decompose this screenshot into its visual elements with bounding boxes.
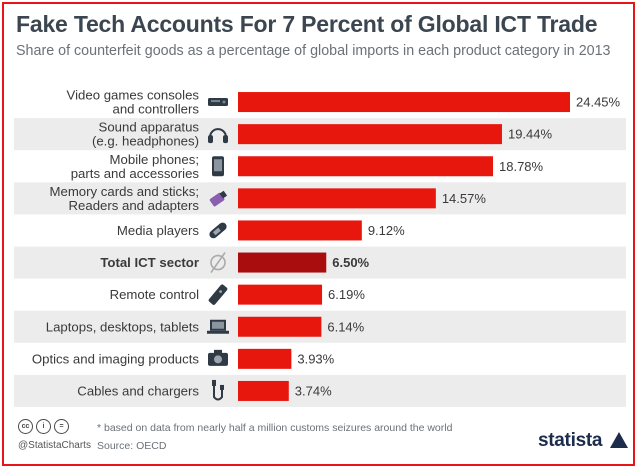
- row-stripe: [14, 374, 626, 407]
- chart-subtitle: Share of counterfeit goods as a percenta…: [16, 43, 611, 59]
- statista-logo-mark: [610, 432, 628, 448]
- bar: [238, 316, 322, 337]
- bar: [238, 284, 323, 305]
- category-label: Memory cards and sticks; Readers and adap…: [50, 184, 200, 213]
- value-label: 18.78%: [499, 159, 544, 174]
- creative-commons-icon: cc: [18, 419, 33, 434]
- bar-chart: Video games consoles and controllers 24.45…: [14, 88, 626, 407]
- category-label: Video games consoles and controllers: [67, 88, 200, 117]
- category-label: Total ICT sector: [100, 255, 199, 270]
- phone-icon: [212, 156, 224, 177]
- chart-title: Fake Tech Accounts For 7 Percent of Glob…: [16, 11, 598, 37]
- laptop-icon: [207, 319, 229, 334]
- license-icons: cc i =: [18, 419, 69, 434]
- value-label: 9.12%: [368, 223, 405, 238]
- bar: [238, 156, 494, 177]
- bar: [238, 188, 436, 209]
- no-derivatives-icon: =: [54, 419, 69, 434]
- value-label: 6.19%: [328, 287, 365, 302]
- value-label: 3.74%: [295, 383, 332, 398]
- media-player-icon: [209, 222, 227, 239]
- console-icon: [208, 98, 228, 107]
- bar: [238, 124, 502, 145]
- category-label: Cables and chargers: [77, 383, 199, 398]
- category-label: Optics and imaging products: [32, 351, 200, 366]
- bar: [238, 92, 570, 113]
- empty-set-icon: [210, 252, 226, 274]
- memory-stick-icon: [209, 190, 228, 207]
- value-label: 14.57%: [442, 191, 487, 206]
- value-label: 6.50%: [332, 255, 369, 270]
- bar: [238, 380, 289, 401]
- category-label: Mobile phones; parts and accessories: [71, 152, 200, 181]
- footnote: * based on data from nearly half a milli…: [97, 422, 453, 434]
- value-label: 6.14%: [327, 319, 364, 334]
- bar: [238, 252, 327, 273]
- value-label: 3.93%: [297, 351, 334, 366]
- remote-icon: [208, 284, 228, 305]
- twitter-handle: @StatistaCharts: [18, 440, 91, 451]
- bar: [238, 220, 362, 241]
- value-label: 19.44%: [508, 127, 553, 142]
- cable-icon: [212, 379, 224, 401]
- attribution-icon: i: [36, 419, 51, 434]
- category-label: Laptops, desktops, tablets: [46, 319, 200, 334]
- value-label: 24.45%: [576, 95, 621, 110]
- headphones-icon: [208, 128, 228, 144]
- category-label: Media players: [117, 223, 199, 238]
- camera-icon: [208, 349, 228, 366]
- source-note: Source: OECD: [97, 440, 167, 452]
- category-label: Sound apparatus (e.g. headphones): [92, 120, 199, 149]
- chart-frame: Fake Tech Accounts For 7 Percent of Glob…: [2, 2, 635, 466]
- bar: [238, 348, 292, 369]
- statista-logo-text: statista: [538, 430, 603, 451]
- category-label: Remote control: [110, 287, 199, 302]
